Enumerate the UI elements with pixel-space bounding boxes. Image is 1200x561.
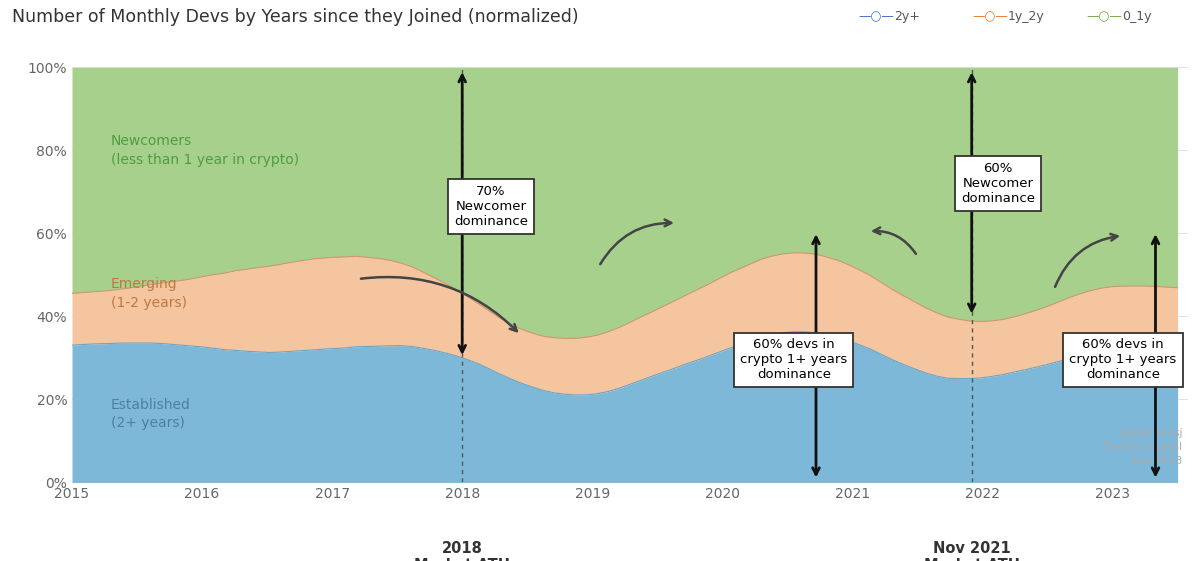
- Text: 70%
Newcomer
dominance: 70% Newcomer dominance: [454, 185, 528, 228]
- Text: 2018
Market ATH: 2018 Market ATH: [414, 541, 510, 561]
- Text: @eherrerosj
Electric Capital
June 2023: @eherrerosj Electric Capital June 2023: [1104, 428, 1182, 466]
- Text: Established
(2+ years): Established (2+ years): [112, 398, 191, 430]
- Text: ELECTRIC CAPITAL: ELECTRIC CAPITAL: [359, 241, 901, 293]
- Text: 0_1y: 0_1y: [1122, 10, 1152, 23]
- Text: 60% devs in
crypto 1+ years
dominance: 60% devs in crypto 1+ years dominance: [1069, 338, 1176, 381]
- Text: 60% devs in
crypto 1+ years
dominance: 60% devs in crypto 1+ years dominance: [740, 338, 847, 381]
- Text: 1y_2y: 1y_2y: [1008, 10, 1045, 23]
- Text: 60%
Newcomer
dominance: 60% Newcomer dominance: [961, 162, 1036, 205]
- Text: Number of Monthly Devs by Years since they Joined (normalized): Number of Monthly Devs by Years since th…: [12, 8, 578, 26]
- Text: —○—: —○—: [1086, 10, 1122, 23]
- Text: —○—: —○—: [972, 10, 1008, 23]
- Text: Nov 2021
Market ATH: Nov 2021 Market ATH: [924, 541, 1020, 561]
- Text: 2y+: 2y+: [894, 10, 920, 23]
- Text: Emerging
(1-2 years): Emerging (1-2 years): [112, 277, 187, 310]
- Text: —○—: —○—: [858, 10, 894, 23]
- Text: Newcomers
(less than 1 year in crypto): Newcomers (less than 1 year in crypto): [112, 134, 299, 167]
